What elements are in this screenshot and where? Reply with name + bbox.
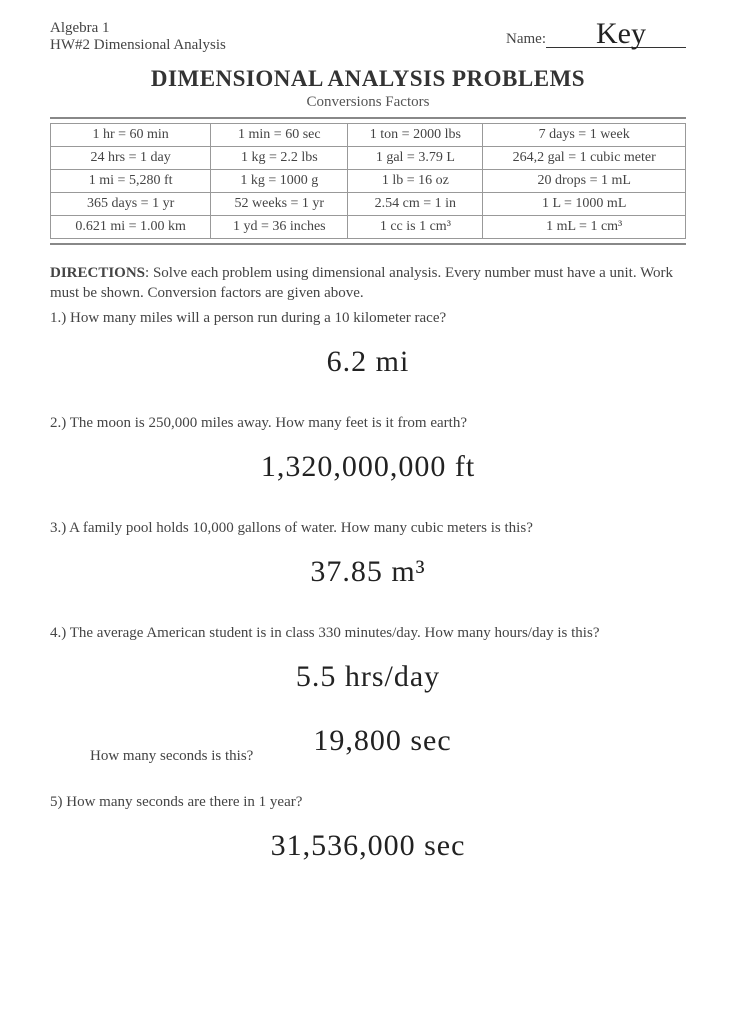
table-row: 1 hr = 60 min 1 min = 60 sec 1 ton = 200… xyxy=(51,124,686,147)
conversion-table: 1 hr = 60 min 1 min = 60 sec 1 ton = 200… xyxy=(50,123,686,239)
assignment-name: HW#2 Dimensional Analysis xyxy=(50,37,226,54)
table-cell: 24 hrs = 1 day xyxy=(51,147,211,170)
answer-5: 31,536,000 sec xyxy=(50,829,686,863)
question-2: 2.) The moon is 250,000 miles away. How … xyxy=(50,415,686,432)
question-4-sub-row: How many seconds is this? 19,800 sec xyxy=(50,718,686,788)
table-cell: 1 lb = 16 oz xyxy=(348,170,483,193)
table-cell: 1 min = 60 sec xyxy=(211,124,348,147)
table-cell: 1 cc is 1 cm³ xyxy=(348,216,483,239)
table-cell: 1 mL = 1 cm³ xyxy=(483,216,686,239)
table-cell: 1 L = 1000 mL xyxy=(483,193,686,216)
directions-label: DIRECTIONS xyxy=(50,265,145,281)
table-cell: 20 drops = 1 mL xyxy=(483,170,686,193)
page-subtitle: Conversions Factors xyxy=(50,94,686,111)
table-cell: 2.54 cm = 1 in xyxy=(348,193,483,216)
table-cell: 264,2 gal = 1 cubic meter xyxy=(483,147,686,170)
table-cell: 1 ton = 2000 lbs xyxy=(348,124,483,147)
answer-4-sub: 19,800 sec xyxy=(313,724,686,758)
header-right: Name: Key xyxy=(506,20,686,48)
name-value: Key xyxy=(546,20,686,48)
conversion-tbody: 1 hr = 60 min 1 min = 60 sec 1 ton = 200… xyxy=(51,124,686,239)
question-3: 3.) A family pool holds 10,000 gallons o… xyxy=(50,520,686,537)
page-title: DIMENSIONAL ANALYSIS PROBLEMS xyxy=(50,66,686,92)
table-cell: 1 hr = 60 min xyxy=(51,124,211,147)
directions: DIRECTIONS: Solve each problem using dim… xyxy=(50,263,686,304)
page-header: Algebra 1 HW#2 Dimensional Analysis Name… xyxy=(50,20,686,54)
table-row: 0.621 mi = 1.00 km 1 yd = 36 inches 1 cc… xyxy=(51,216,686,239)
header-left: Algebra 1 HW#2 Dimensional Analysis xyxy=(50,20,226,54)
course-name: Algebra 1 xyxy=(50,20,226,37)
answer-2: 1,320,000,000 ft xyxy=(50,450,686,484)
question-5: 5) How many seconds are there in 1 year? xyxy=(50,794,686,811)
table-cell: 1 kg = 2.2 lbs xyxy=(211,147,348,170)
table-row: 365 days = 1 yr 52 weeks = 1 yr 2.54 cm … xyxy=(51,193,686,216)
question-4-sub: How many seconds is this? xyxy=(90,748,253,765)
table-cell: 365 days = 1 yr xyxy=(51,193,211,216)
table-cell: 0.621 mi = 1.00 km xyxy=(51,216,211,239)
table-row: 1 mi = 5,280 ft 1 kg = 1000 g 1 lb = 16 … xyxy=(51,170,686,193)
table-cell: 1 kg = 1000 g xyxy=(211,170,348,193)
table-cell: 1 yd = 36 inches xyxy=(211,216,348,239)
table-cell: 1 mi = 5,280 ft xyxy=(51,170,211,193)
answer-1: 6.2 mi xyxy=(50,345,686,379)
question-1: 1.) How many miles will a person run dur… xyxy=(50,310,686,327)
answer-3: 37.85 m³ xyxy=(50,555,686,589)
name-label: Name: xyxy=(506,31,546,48)
conversion-table-wrapper: 1 hr = 60 min 1 min = 60 sec 1 ton = 200… xyxy=(50,117,686,245)
table-row: 24 hrs = 1 day 1 kg = 2.2 lbs 1 gal = 3.… xyxy=(51,147,686,170)
question-4: 4.) The average American student is in c… xyxy=(50,625,686,642)
table-cell: 52 weeks = 1 yr xyxy=(211,193,348,216)
table-cell: 7 days = 1 week xyxy=(483,124,686,147)
table-cell: 1 gal = 3.79 L xyxy=(348,147,483,170)
answer-4: 5.5 hrs/day xyxy=(50,660,686,694)
